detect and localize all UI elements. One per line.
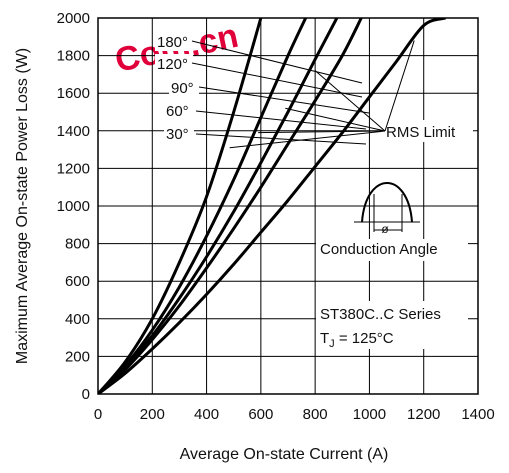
angle-label-bg — [164, 101, 194, 120]
x-tick-label: 0 — [94, 406, 102, 423]
angle-label: 180° — [157, 34, 188, 51]
series-line-60deg — [98, 18, 308, 394]
x-tick-label: 800 — [303, 406, 328, 423]
rms-limit-line — [229, 130, 386, 149]
y-tick-label: 2000 — [57, 10, 90, 27]
half-sine-waveform — [361, 182, 413, 223]
rms-label-bg — [383, 120, 473, 142]
y-tick-label: 1000 — [57, 198, 90, 215]
angle-label-bg — [155, 54, 193, 73]
y-tick-label: 1800 — [57, 48, 90, 65]
tick-label-layer: 0 200 400 600 800 1000 1200 1400 0 200 400 600 800 10… — [57, 10, 495, 423]
rms-limit-label: RMS Limit — [386, 124, 456, 141]
y-tick-label: 1200 — [57, 160, 90, 177]
y-axis-title: Maximum Average On-state Power Loss (W) — [14, 48, 31, 364]
annotation-layer: 180° 120° 90° 60° 30° — [155, 32, 473, 349]
x-tick-label: 200 — [140, 406, 165, 423]
series-line-120deg — [98, 18, 363, 394]
angle-leader-line — [198, 86, 370, 114]
y-tick-label: 600 — [65, 273, 90, 290]
angle-leader-line — [191, 62, 363, 98]
series-label-bg — [316, 301, 468, 349]
rms-limit-line — [314, 70, 386, 132]
x-tick-label: 400 — [194, 406, 219, 423]
conduction-angle-label: Conduction Angle — [320, 241, 438, 258]
angle-label: 90° — [171, 80, 194, 97]
rms-limit-line — [384, 40, 415, 132]
junction-temp-label: TJ = 125°C — [320, 330, 394, 350]
angle-label-bg — [155, 32, 193, 51]
angle-label-bg — [169, 78, 199, 97]
x-tick-label: 1200 — [407, 406, 440, 423]
x-tick-label: 600 — [248, 406, 273, 423]
series-line-180deg — [98, 18, 446, 394]
y-tick-label: 200 — [65, 348, 90, 365]
series-name-label: ST380C..C Series — [320, 306, 441, 323]
angle-leader-line — [191, 40, 363, 84]
x-tick-label: 1000 — [353, 406, 386, 423]
x-axis-title: Average On-state Current (A) — [180, 446, 389, 463]
y-tick-label: 1400 — [57, 123, 90, 140]
plot-frame — [97, 17, 479, 395]
conduction-symbol: ø — [381, 222, 389, 236]
angle-leader-line — [195, 110, 367, 130]
conduction-label-bg — [316, 239, 468, 261]
angle-label-bg — [164, 124, 194, 143]
x-tick-label: 1400 — [461, 406, 494, 423]
y-tick-label: 0 — [82, 386, 90, 403]
angle-label: 120° — [157, 56, 188, 73]
angle-label: 30° — [166, 126, 189, 143]
rms-limit-line — [285, 107, 386, 132]
y-tick-label: 1600 — [57, 85, 90, 102]
y-tick-label: 400 — [65, 311, 90, 328]
series-line-30deg — [98, 18, 263, 394]
angle-leader-line — [195, 133, 367, 145]
angle-label: 60° — [166, 103, 189, 120]
rms-limit-line — [258, 130, 386, 134]
y-tick-label: 800 — [65, 236, 90, 253]
